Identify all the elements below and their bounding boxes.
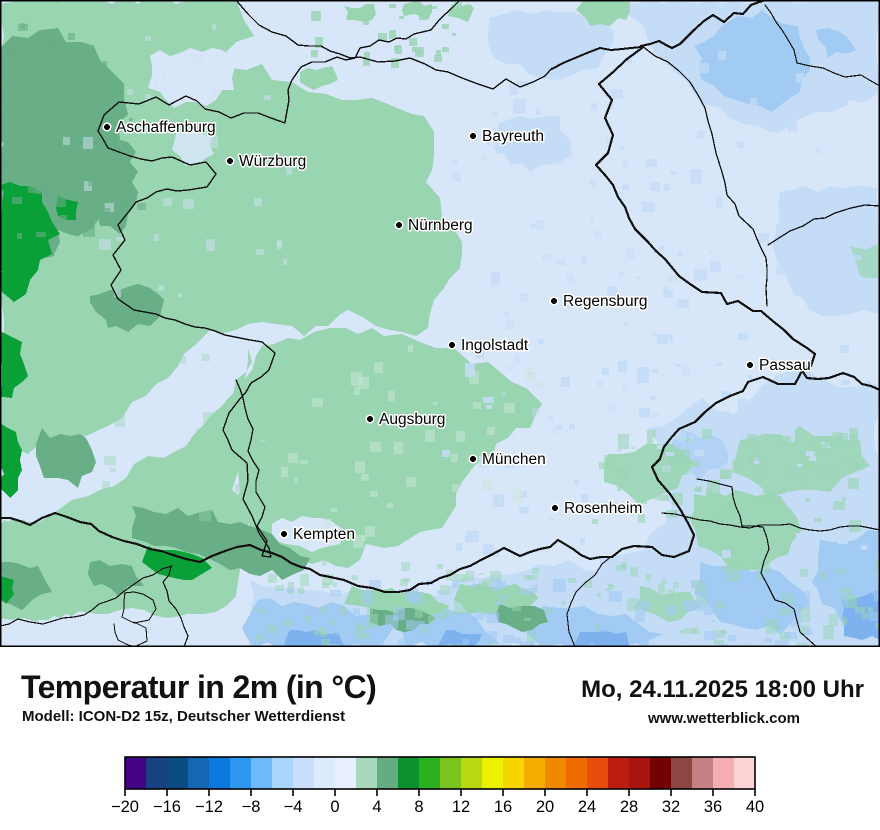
svg-text:16: 16 bbox=[494, 798, 512, 816]
svg-text:4: 4 bbox=[372, 798, 381, 816]
svg-text:Ingolstadt: Ingolstadt bbox=[461, 337, 529, 354]
svg-text:Würzburg: Würzburg bbox=[239, 153, 306, 170]
svg-text:−20: −20 bbox=[111, 798, 139, 816]
svg-text:Bayreuth: Bayreuth bbox=[482, 128, 544, 145]
svg-text:−16: −16 bbox=[153, 798, 181, 816]
svg-text:Rosenheim: Rosenheim bbox=[564, 500, 642, 517]
svg-text:−8: −8 bbox=[242, 798, 261, 816]
svg-text:36: 36 bbox=[704, 798, 722, 816]
svg-text:32: 32 bbox=[662, 798, 680, 816]
svg-text:Aschaffenburg: Aschaffenburg bbox=[116, 119, 216, 136]
svg-text:München: München bbox=[482, 451, 546, 468]
svg-text:40: 40 bbox=[746, 798, 764, 816]
svg-text:12: 12 bbox=[452, 798, 470, 816]
svg-text:Nürnberg: Nürnberg bbox=[408, 217, 473, 234]
svg-text:Passau: Passau bbox=[759, 357, 811, 374]
svg-text:8: 8 bbox=[414, 798, 423, 816]
svg-text:−12: −12 bbox=[195, 798, 223, 816]
svg-text:28: 28 bbox=[620, 798, 638, 816]
svg-text:0: 0 bbox=[330, 798, 339, 816]
svg-text:Augsburg: Augsburg bbox=[379, 411, 445, 428]
svg-text:24: 24 bbox=[578, 798, 596, 816]
svg-text:Kempten: Kempten bbox=[293, 526, 355, 543]
svg-text:Regensburg: Regensburg bbox=[563, 293, 647, 310]
svg-text:−4: −4 bbox=[284, 798, 303, 816]
svg-text:20: 20 bbox=[536, 798, 554, 816]
